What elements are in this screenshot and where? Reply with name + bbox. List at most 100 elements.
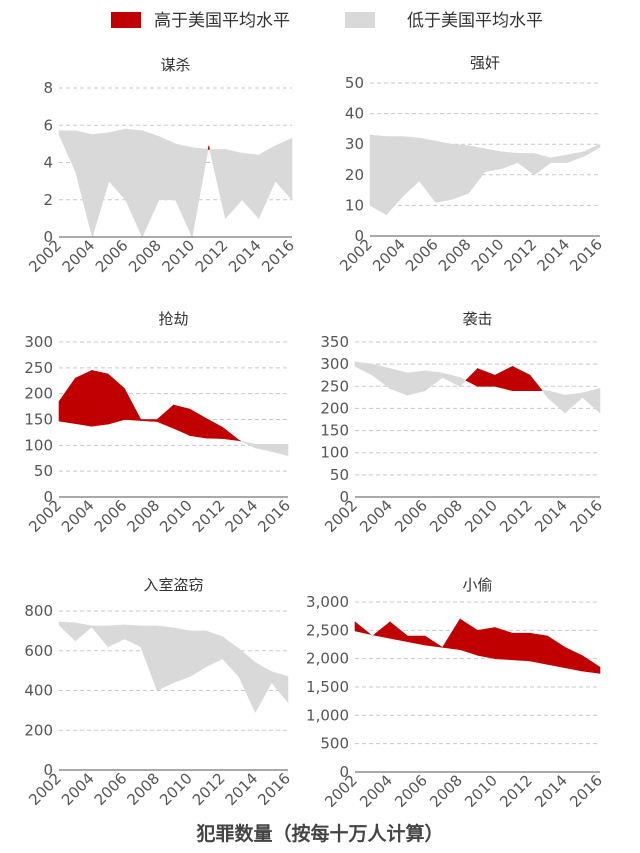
area-below-average: [275, 137, 293, 201]
area-above-average: [208, 145, 211, 150]
legend: 高于美国平均水平 低于美国平均水平: [111, 11, 543, 31]
y-tick-label: 100: [320, 444, 349, 462]
x-tick-label: 2014: [531, 496, 571, 536]
area-below-average: [271, 443, 289, 457]
area-below-average: [386, 136, 404, 216]
y-tick-label: 0: [43, 488, 53, 506]
y-tick-label: 350: [320, 333, 349, 351]
y-tick-label: 200: [320, 399, 349, 417]
y-tick-label: 800: [24, 602, 53, 620]
area-below-average: [156, 625, 174, 691]
legend-label-above: 高于美国平均水平: [154, 11, 290, 31]
area-above-average: [465, 367, 478, 387]
y-tick-label: 20: [345, 166, 364, 184]
x-tick-label: 2008: [426, 496, 466, 536]
area-above-average: [424, 635, 443, 648]
area-below-average: [125, 128, 143, 238]
area-below-average: [58, 130, 76, 172]
x-tick-label: 2014: [222, 496, 262, 536]
area-above-average: [459, 618, 478, 656]
area-below-average: [547, 390, 566, 414]
x-tick-label: 2012: [192, 236, 232, 276]
area-below-average: [418, 137, 437, 204]
area-below-average: [369, 134, 387, 216]
y-tick-label: 50: [345, 74, 364, 92]
y-tick-label: 300: [320, 355, 349, 373]
area-above-average: [494, 365, 513, 392]
x-tick-label: 2006: [402, 235, 442, 275]
area-below-average: [238, 648, 256, 713]
area-below-average: [442, 372, 461, 387]
x-tick-label: 2006: [391, 496, 431, 536]
area-below-average: [459, 376, 467, 388]
y-tick-label: 300: [24, 333, 53, 351]
legend-label-below: 低于美国平均水平: [407, 11, 543, 31]
area-above-average: [389, 621, 408, 643]
panel-title: 入室盗窃: [143, 576, 203, 594]
area-below-average: [91, 625, 109, 648]
area-above-average: [494, 627, 513, 661]
x-tick-label: 2012: [496, 496, 536, 536]
x-tick-label: 2016: [254, 496, 294, 536]
x-tick-label: 2004: [58, 496, 98, 536]
area-below-average: [402, 136, 420, 197]
x-tick-label: 2010: [158, 236, 198, 276]
x-tick-label: 2008: [125, 236, 165, 276]
area-below-average: [435, 140, 453, 203]
x-tick-label: 2004: [356, 771, 396, 811]
y-tick-label: 6: [43, 116, 53, 134]
area-below-average: [389, 368, 408, 396]
x-tick-label: 2006: [91, 769, 131, 809]
x-tick-label: 2008: [426, 771, 466, 811]
area-below-average: [468, 145, 486, 195]
area-below-average: [372, 363, 391, 390]
area-below-average: [566, 151, 584, 163]
y-tick-label: 0: [43, 228, 53, 246]
x-tick-label: 2010: [156, 496, 196, 536]
area-below-average: [189, 630, 207, 678]
x-tick-label: 2014: [533, 235, 573, 275]
area-above-average: [173, 404, 191, 436]
x-tick-label: 2012: [496, 771, 536, 811]
x-tick-label: 2002: [321, 496, 361, 536]
chart-panel-5: 入室盗窃020040060080020022004200620082010201…: [24, 576, 294, 809]
area-below-average: [91, 132, 110, 238]
area-above-average: [529, 374, 543, 392]
area-above-average: [442, 617, 461, 650]
area-above-average: [529, 632, 548, 665]
area-above-average: [564, 646, 583, 672]
x-tick-label: 2014: [531, 771, 571, 811]
x-tick-label: 2010: [468, 235, 508, 275]
area-below-average: [75, 622, 93, 642]
area-below-average: [484, 148, 502, 173]
x-tick-label: 2008: [123, 769, 163, 809]
chart-panel-3: 抢劫 0 50 100 150 200 250 300 20022004200620082010…: [24, 310, 294, 536]
x-tick-label: 2004: [356, 496, 396, 536]
x-tick-label: 2016: [566, 496, 606, 536]
x-tick-label: 2010: [461, 496, 501, 536]
area-above-average: [512, 365, 531, 392]
y-tick-label: 400: [24, 682, 53, 700]
y-tick-label: 2,000: [306, 650, 349, 668]
area-above-average: [477, 368, 496, 387]
x-tick-label: 2006: [391, 771, 431, 811]
y-tick-label: 8: [43, 79, 53, 97]
x-tick-label: 2004: [58, 769, 98, 809]
area-below-average: [191, 147, 209, 238]
y-tick-label: 0: [339, 763, 349, 781]
y-tick-label: 1,500: [306, 678, 349, 696]
area-below-average: [451, 143, 469, 200]
y-tick-label: 0: [43, 761, 53, 779]
panel-title: 小偷: [462, 576, 492, 594]
footer-caption: 犯罪数量（按每十万人计算）: [195, 822, 443, 845]
x-tick-label: 2008: [123, 496, 163, 536]
area-above-average: [75, 369, 93, 427]
area-below-average: [209, 149, 226, 219]
area-below-average: [75, 130, 93, 238]
area-below-average: [258, 145, 276, 219]
area-below-average: [222, 636, 240, 678]
area-below-average: [173, 627, 191, 683]
panel-title: 袭击: [462, 310, 492, 328]
area-below-average: [517, 153, 535, 176]
